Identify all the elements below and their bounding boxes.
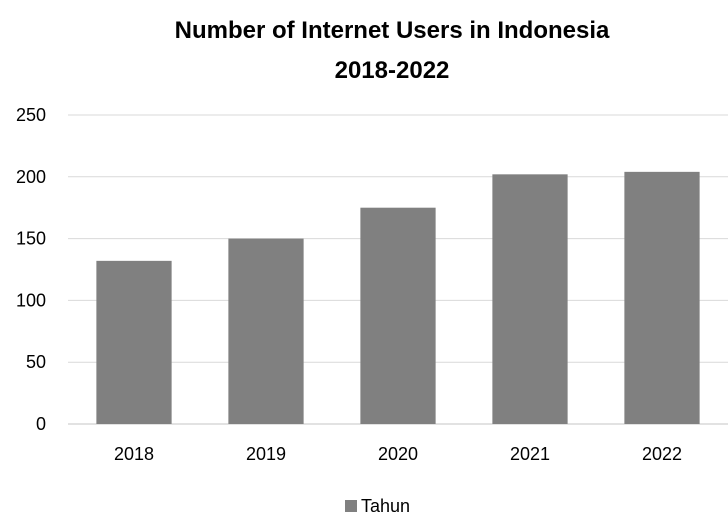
- bar-2018: [96, 260, 172, 424]
- bars: [96, 171, 700, 424]
- x-tick-label: 2021: [510, 444, 550, 464]
- bar-2021: [492, 174, 568, 424]
- y-tick-label: 150: [16, 229, 46, 249]
- legend: Tahun: [345, 496, 410, 516]
- y-axis-tick-labels: 0 50 100 150 200 250: [16, 105, 46, 434]
- chart-title-line-1: Number of Internet Users in Indonesia: [175, 17, 610, 44]
- chart-title-line-2: 2018-2022: [335, 57, 450, 84]
- legend-swatch: [345, 500, 357, 512]
- x-tick-label: 2022: [642, 444, 682, 464]
- y-tick-label: 250: [16, 105, 46, 125]
- y-tick-label: 100: [16, 290, 46, 310]
- y-tick-label: 200: [16, 167, 46, 187]
- x-tick-label: 2019: [246, 444, 286, 464]
- x-tick-label: 2018: [114, 444, 154, 464]
- bar-2022: [624, 171, 700, 424]
- y-tick-label: 50: [26, 352, 46, 372]
- legend-label: Tahun: [361, 496, 410, 516]
- x-tick-label: 2020: [378, 444, 418, 464]
- bar-2020: [360, 207, 436, 424]
- x-axis-tick-labels: 2018 2019 2020 2021 2022: [114, 444, 682, 464]
- y-tick-label: 0: [36, 414, 46, 434]
- bar-2019: [228, 238, 304, 424]
